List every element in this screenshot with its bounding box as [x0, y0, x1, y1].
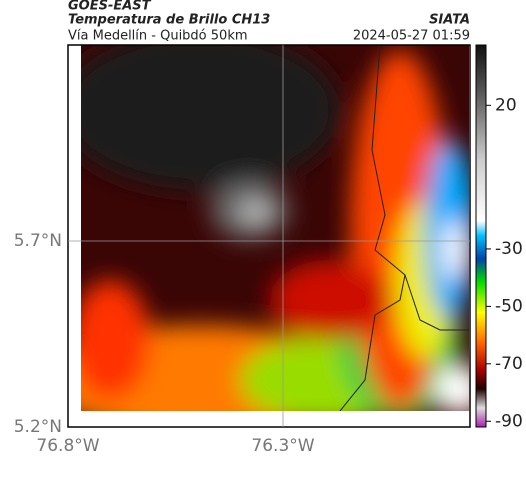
- timestamp: 2024-05-27 01:59: [353, 29, 470, 44]
- lat-label: 5.7°N: [14, 231, 62, 251]
- colorbar: [475, 44, 487, 428]
- colorbar-tick-label: -50: [495, 296, 523, 316]
- colorbar-tick-label: -30: [495, 239, 523, 259]
- brightness-image: [81, 45, 469, 411]
- lat-label: 5.2°N: [14, 417, 62, 437]
- satellite: GOES-EAST: [68, 0, 152, 14]
- map-frame: [67, 44, 471, 428]
- colorbar-tick-label: -90: [495, 411, 523, 431]
- lon-label: 76.3°W: [251, 436, 314, 456]
- source: SIATA: [429, 13, 470, 28]
- colorbar-tick-label: 20: [495, 95, 517, 115]
- product: Temperatura de Brillo CH13: [68, 13, 270, 28]
- lon-label: 76.8°W: [36, 436, 99, 456]
- region: Vía Medellín - Quibdó 50km: [68, 29, 248, 44]
- colorbar-tick-label: -70: [495, 354, 523, 374]
